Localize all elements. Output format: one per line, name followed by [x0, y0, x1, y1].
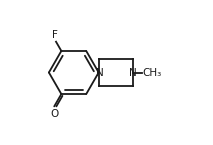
Text: N: N [129, 68, 137, 77]
Text: N: N [95, 68, 103, 77]
Text: O: O [50, 109, 59, 119]
Text: CH₃: CH₃ [143, 68, 162, 77]
Text: F: F [52, 30, 58, 40]
